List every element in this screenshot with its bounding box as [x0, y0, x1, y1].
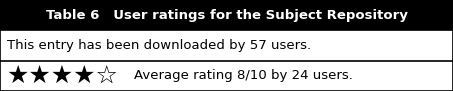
- Text: ★★★★☆: ★★★★☆: [7, 64, 119, 88]
- Bar: [0, 61, 453, 91]
- Text: This entry has been downloaded by 57 users.: This entry has been downloaded by 57 use…: [7, 39, 311, 52]
- Bar: [0, 30, 453, 61]
- Text: Average rating 8/10 by 24 users.: Average rating 8/10 by 24 users.: [134, 69, 352, 82]
- Text: Table 6   User ratings for the Subject Repository: Table 6 User ratings for the Subject Rep…: [46, 9, 407, 22]
- Bar: [0, 0, 453, 30]
